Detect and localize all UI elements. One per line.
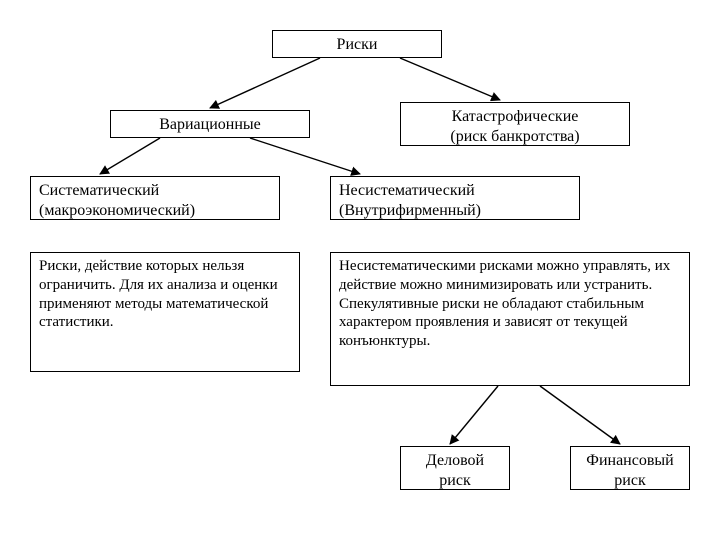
- node-systematic-desc-text: Риски, действие которых нельзя ограничит…: [39, 258, 278, 330]
- node-business-risk-line1: Деловой: [426, 452, 484, 469]
- node-catastrophic-line2: (риск банкротства): [450, 128, 579, 145]
- node-systematic-desc: Риски, действие которых нельзя ограничит…: [30, 252, 300, 372]
- diagram-stage: Риски Вариационные Катастрофические (рис…: [0, 0, 720, 540]
- node-systematic-line1: Систематический: [39, 182, 159, 199]
- node-catastrophic-line1: Катастрофические: [452, 108, 579, 125]
- node-financial-risk-line1: Финансовый: [586, 452, 673, 469]
- node-nonsystematic-desc: Несистематическими рисками можно управля…: [330, 252, 690, 386]
- node-systematic-line2: (макроэкономический): [39, 202, 195, 219]
- node-root-label: Риски: [337, 36, 378, 53]
- edge: [210, 58, 320, 108]
- node-financial-risk: Финансовый риск: [570, 446, 690, 490]
- node-systematic: Систематический (макроэкономический): [30, 176, 280, 220]
- edge: [250, 138, 360, 174]
- edge: [100, 138, 160, 174]
- edge: [450, 386, 498, 444]
- node-business-risk-line2: риск: [439, 472, 470, 489]
- node-root: Риски: [272, 30, 442, 58]
- node-business-risk: Деловой риск: [400, 446, 510, 490]
- node-variational: Вариационные: [110, 110, 310, 138]
- node-financial-risk-line2: риск: [614, 472, 645, 489]
- node-catastrophic: Катастрофические (риск банкротства): [400, 102, 630, 146]
- node-variational-label: Вариационные: [159, 116, 261, 133]
- edge: [400, 58, 500, 100]
- node-nonsystematic-line1: Несистематический: [339, 182, 475, 199]
- edge: [540, 386, 620, 444]
- node-nonsystematic: Несистематический (Внутрифирменный): [330, 176, 580, 220]
- node-nonsystematic-line2: (Внутрифирменный): [339, 202, 481, 219]
- node-nonsystematic-desc-text: Несистематическими рисками можно управля…: [339, 258, 670, 349]
